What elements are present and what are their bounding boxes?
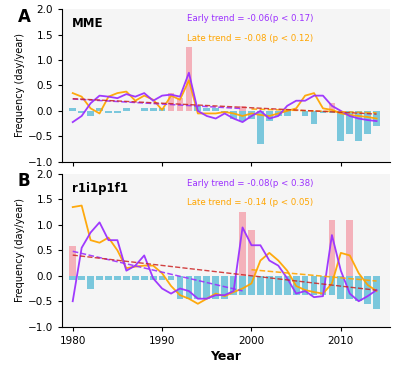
Text: Early trend = -0.06(p < 0.17): Early trend = -0.06(p < 0.17) <box>187 14 313 23</box>
Bar <box>257 276 264 295</box>
Bar <box>87 276 94 288</box>
Bar <box>69 276 76 280</box>
Bar <box>302 276 308 295</box>
Bar <box>150 276 156 280</box>
Bar <box>177 276 183 299</box>
Text: Early trend = -0.08(p < 0.38): Early trend = -0.08(p < 0.38) <box>187 178 313 188</box>
Bar <box>168 93 174 111</box>
Text: A: A <box>18 8 30 26</box>
Bar <box>239 212 246 276</box>
Bar <box>275 276 282 295</box>
Bar <box>78 111 85 114</box>
Bar <box>204 276 210 299</box>
Text: B: B <box>18 173 30 191</box>
Text: r1i1p1f1: r1i1p1f1 <box>72 182 128 195</box>
Bar <box>320 276 326 295</box>
Bar <box>105 111 112 114</box>
Bar <box>328 103 335 111</box>
Bar <box>96 108 103 111</box>
Bar <box>266 111 273 121</box>
Bar <box>284 111 290 116</box>
Bar <box>328 220 335 276</box>
X-axis label: Year: Year <box>210 350 242 363</box>
Bar <box>194 276 201 299</box>
Text: Late trend = -0.14 (p < 0.05): Late trend = -0.14 (p < 0.05) <box>187 199 313 207</box>
Bar <box>212 108 219 111</box>
Text: MME: MME <box>72 17 103 30</box>
Bar <box>159 276 166 280</box>
Bar <box>69 108 76 111</box>
Text: Late trend = -0.08 (p < 0.12): Late trend = -0.08 (p < 0.12) <box>187 34 313 43</box>
Bar <box>346 111 353 134</box>
Bar <box>364 111 371 134</box>
Bar <box>311 276 317 295</box>
Bar <box>328 111 335 114</box>
Bar <box>284 276 290 295</box>
Bar <box>355 111 362 141</box>
Bar <box>275 111 282 116</box>
Bar <box>346 220 353 276</box>
Bar <box>230 276 237 295</box>
Bar <box>311 111 317 124</box>
Bar <box>338 276 344 299</box>
Y-axis label: Frequency (day/year): Frequency (day/year) <box>15 198 25 302</box>
Bar <box>114 111 121 114</box>
Bar <box>114 276 121 280</box>
Bar <box>141 276 148 280</box>
Bar <box>355 276 362 301</box>
Bar <box>132 276 139 280</box>
Bar <box>266 276 273 295</box>
Bar <box>78 276 85 280</box>
Bar <box>141 108 148 111</box>
Bar <box>328 276 335 295</box>
Bar <box>168 276 174 280</box>
Bar <box>338 111 344 141</box>
Bar <box>150 108 156 111</box>
Bar <box>373 111 380 126</box>
Bar <box>248 230 255 276</box>
Bar <box>239 276 246 295</box>
Bar <box>186 47 192 111</box>
Bar <box>373 276 380 309</box>
Bar <box>293 276 300 295</box>
Bar <box>159 108 166 111</box>
Bar <box>123 276 130 280</box>
Bar <box>186 276 192 299</box>
Bar <box>221 111 228 114</box>
Bar <box>177 98 183 111</box>
Bar <box>257 111 264 144</box>
Bar <box>320 111 326 114</box>
Bar <box>123 108 130 111</box>
Bar <box>364 276 371 304</box>
Bar <box>346 276 353 299</box>
Bar <box>239 106 246 111</box>
Bar <box>230 111 237 119</box>
Bar <box>302 111 308 116</box>
Bar <box>105 276 112 280</box>
Bar <box>87 111 94 116</box>
Bar <box>248 111 255 119</box>
Bar <box>204 108 210 111</box>
Bar <box>248 276 255 295</box>
Y-axis label: Frequency (day/year): Frequency (day/year) <box>15 34 25 138</box>
Bar <box>221 276 228 299</box>
Bar <box>96 276 103 280</box>
Bar <box>212 276 219 299</box>
Bar <box>194 106 201 111</box>
Bar <box>69 246 76 276</box>
Bar <box>239 111 246 121</box>
